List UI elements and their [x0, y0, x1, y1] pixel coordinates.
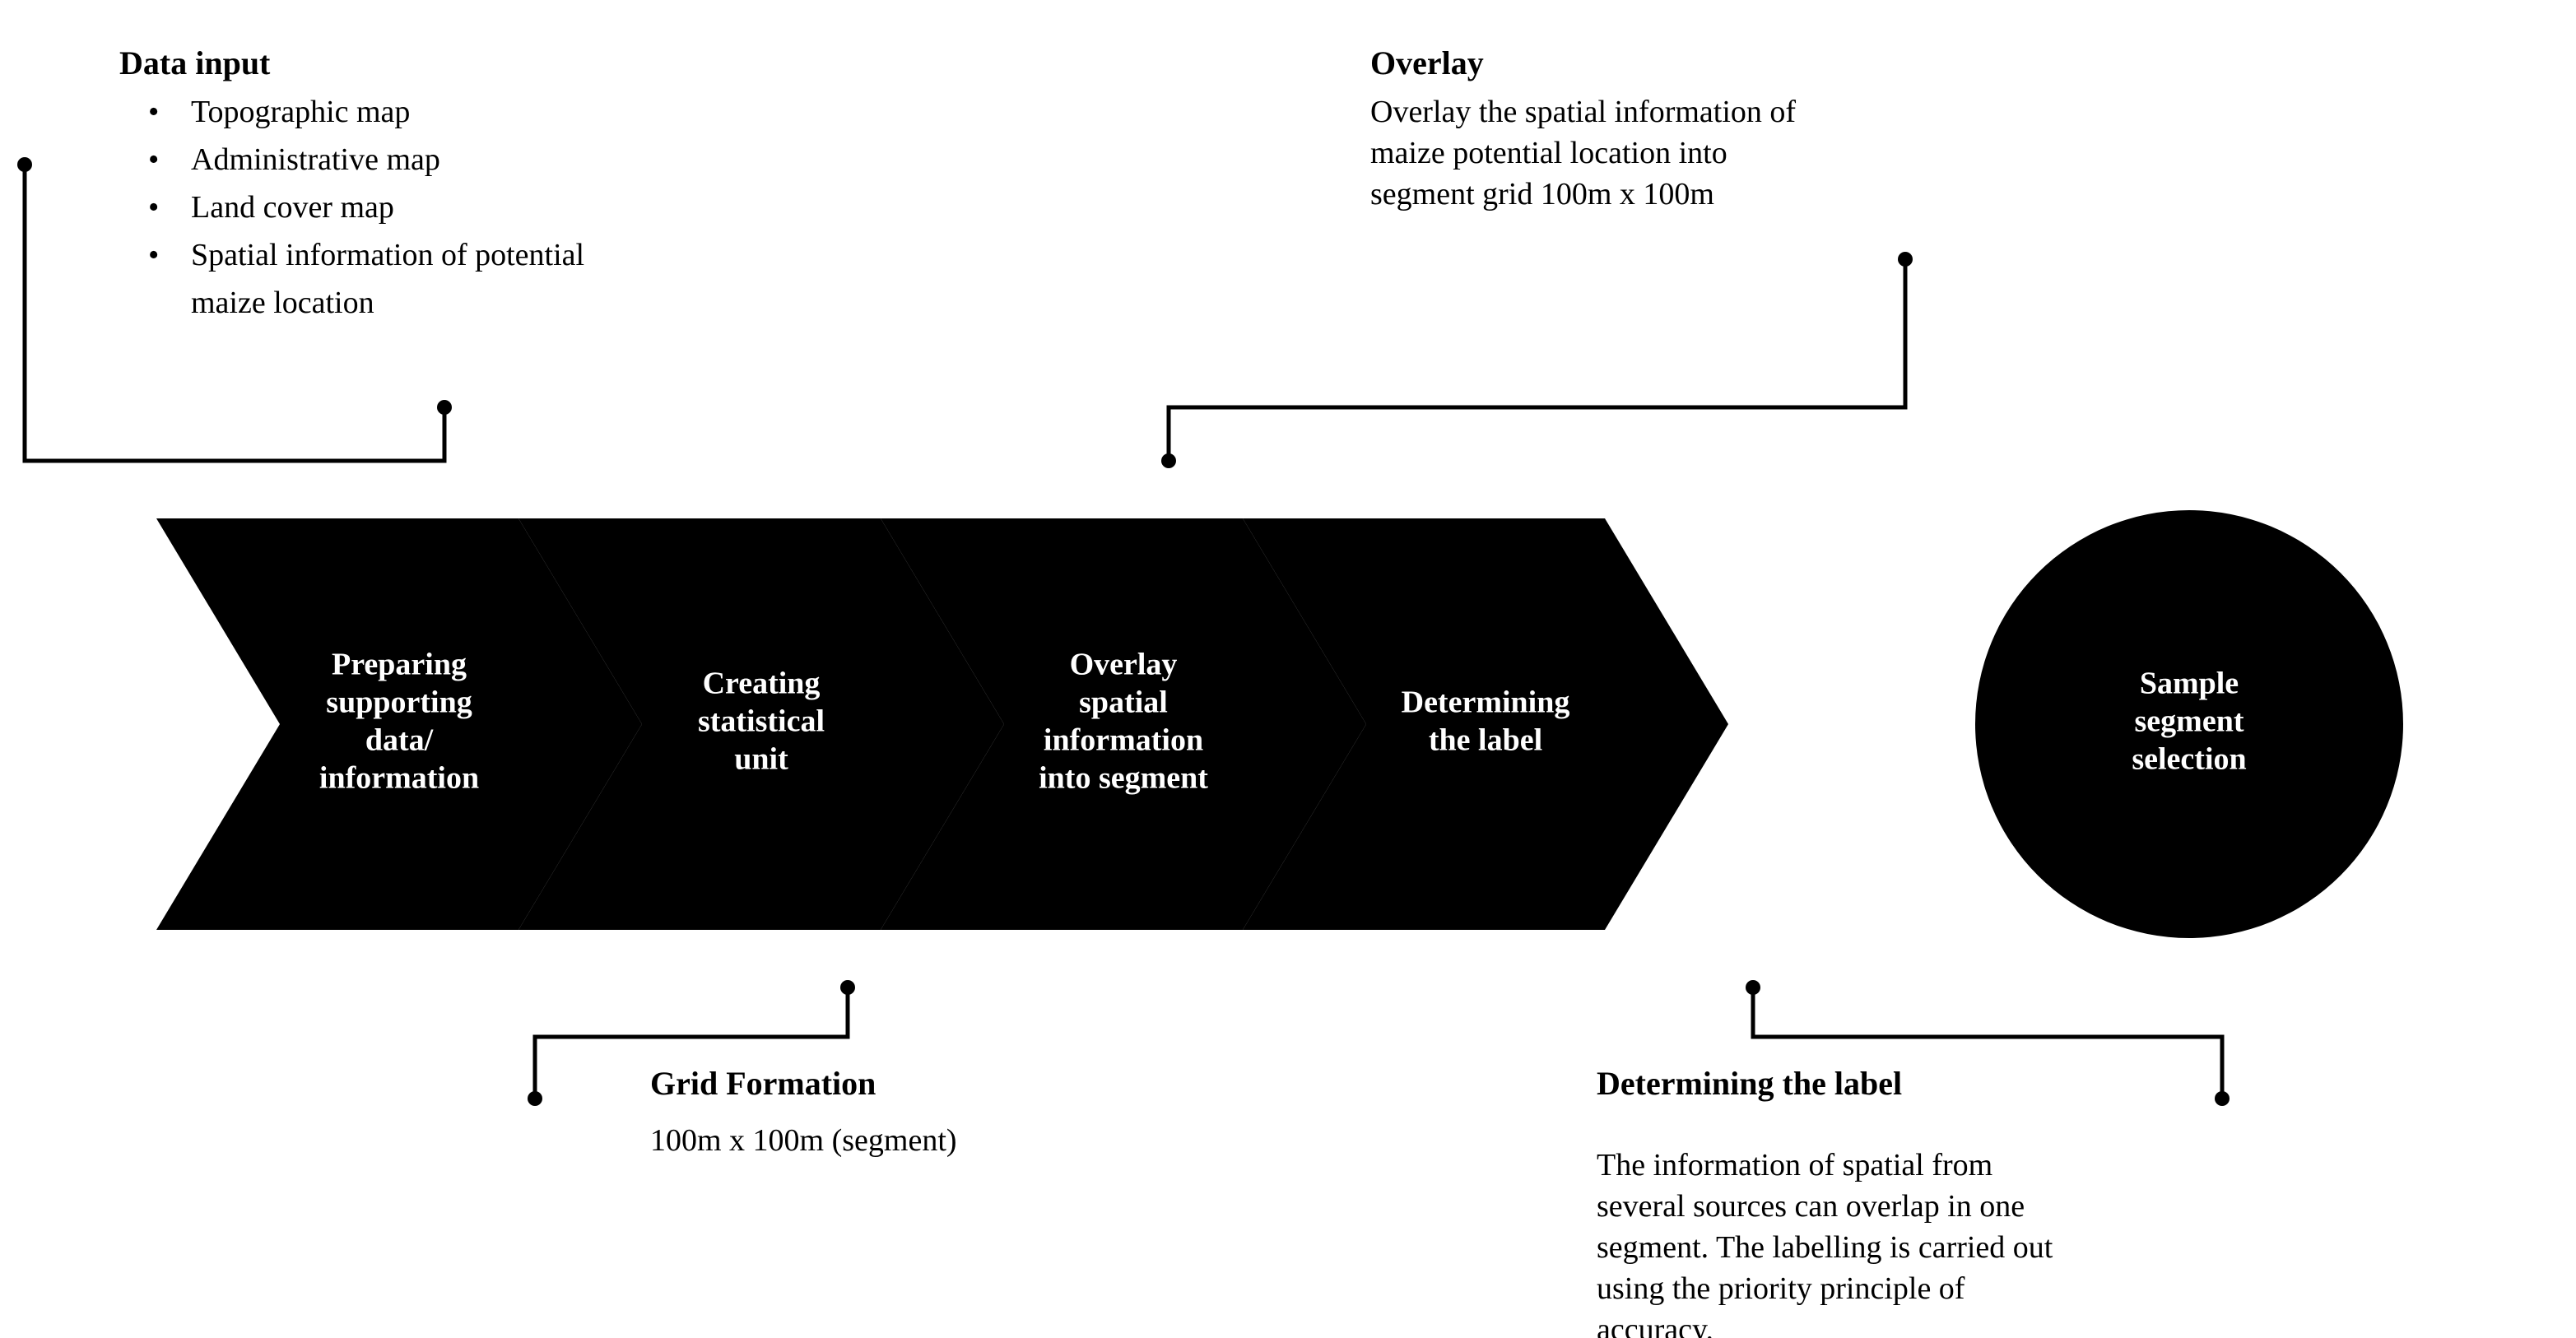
- callout-bullet: maize location: [191, 286, 374, 320]
- flow-terminal-circle: Samplesegmentselection: [1975, 510, 2403, 938]
- callout-body-line: several sources can overlap in one: [1597, 1189, 2025, 1224]
- callout-bullet: Topographic map: [191, 95, 410, 129]
- flow-step-label: supporting: [326, 685, 472, 720]
- flow-step-label: statistical: [698, 704, 825, 739]
- flow-step-label: data/: [365, 723, 434, 758]
- callout-body-line: segment. The labelling is carried out: [1597, 1230, 2053, 1265]
- svg-text:•: •: [148, 190, 159, 225]
- callout-title: Grid Formation: [650, 1065, 876, 1102]
- flow-step-label: the label: [1429, 723, 1542, 758]
- flow-step-label: Determining: [1402, 685, 1570, 720]
- flow-step-label: information: [1044, 723, 1203, 758]
- callout-bullet: Land cover map: [191, 190, 394, 225]
- callout-body-line: segment grid 100m x 100m: [1370, 177, 1714, 211]
- flow-step-label: into segment: [1039, 761, 1208, 796]
- callout-body-line: using the priority principle of: [1597, 1271, 1965, 1306]
- flow-terminal-label: selection: [2132, 742, 2246, 777]
- flow-step-label: Preparing: [332, 648, 467, 682]
- flow-step-label: unit: [734, 742, 788, 777]
- callout-title: Determining the label: [1597, 1065, 1902, 1102]
- flowchart-diagram: Preparingsupportingdata/information Creat…: [0, 0, 2576, 1338]
- callout-body-line: accuracy.: [1597, 1312, 1713, 1338]
- flow-step-label: information: [319, 761, 479, 796]
- callout-body-line: Overlay the spatial information of: [1370, 95, 1796, 129]
- flow-step-label: spatial: [1079, 685, 1168, 720]
- flow-terminal-label: Sample: [2140, 667, 2239, 701]
- callout-title: Overlay: [1370, 44, 1484, 81]
- callout-title: Data input: [119, 44, 271, 81]
- flow-terminal-label: segment: [2135, 704, 2244, 739]
- svg-text:•: •: [148, 142, 159, 177]
- flow-step-label: Overlay: [1070, 648, 1178, 682]
- callout-body-line: The information of spatial from: [1597, 1148, 1992, 1182]
- flow-step-label: Creating: [703, 667, 821, 701]
- svg-text:•: •: [148, 238, 159, 272]
- svg-text:•: •: [148, 95, 159, 129]
- callout-bullet: Administrative map: [191, 142, 440, 177]
- callout-body-line: 100m x 100m (segment): [650, 1123, 957, 1158]
- callout-bullet: Spatial information of potential: [191, 238, 584, 272]
- callout-body-line: maize potential location into: [1370, 136, 1727, 170]
